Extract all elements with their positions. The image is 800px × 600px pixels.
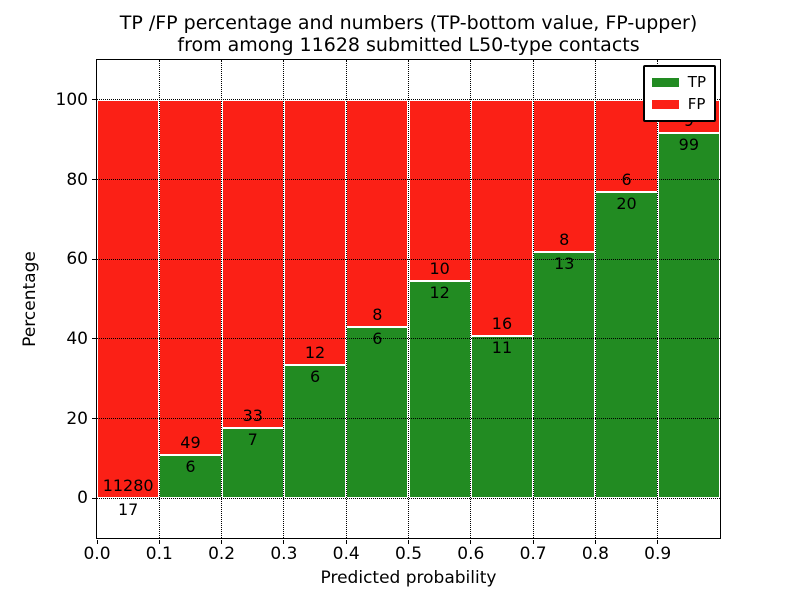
tp-count-label: 20 [616, 193, 637, 213]
tp-legend-label: TP [687, 72, 706, 91]
y-gridline [97, 179, 720, 180]
fp-count-label: 16 [491, 313, 513, 333]
tp-count-label: 6 [185, 456, 196, 476]
fp-count-label: 12 [304, 343, 326, 363]
y-tick-label: 20 [66, 408, 88, 429]
fp-bar-segment [283, 99, 347, 366]
y-gridline [97, 258, 720, 260]
fp-count-label: 6 [621, 169, 632, 189]
tp-count-label: 17 [117, 499, 139, 519]
tp-count-label: 12 [429, 282, 450, 302]
x-tick-mark [657, 540, 659, 544]
x-tick-mark [283, 540, 285, 544]
x-tick-mark [96, 540, 98, 544]
fp-legend-swatch [651, 99, 679, 109]
x-tick-label: 0.6 [457, 544, 485, 564]
y-gridline [97, 99, 720, 101]
y-tick-mark [92, 258, 96, 260]
x-tick-label: 0.8 [581, 544, 609, 564]
fp-count-label: 33 [242, 406, 263, 426]
x-tick-mark [470, 540, 472, 544]
tp-count-label: 13 [554, 253, 575, 273]
chart-title: TP /FP percentage and numbers (TP-bottom… [97, 12, 720, 56]
y-tick-mark [92, 338, 96, 340]
y-tick-label: 60 [66, 249, 88, 270]
x-gridline [345, 60, 347, 538]
x-tick-mark [408, 540, 409, 544]
x-tick-label: 0.4 [332, 544, 360, 564]
x-tick-mark [221, 540, 223, 544]
x-tick-label: 0.5 [394, 544, 423, 564]
tp-count-label: 7 [247, 430, 258, 450]
tp-bar-segment [595, 191, 658, 499]
x-tick-mark [345, 540, 347, 544]
bars-layer [97, 60, 720, 538]
fp-bar-segment [470, 99, 534, 336]
tp-legend-swatch [651, 77, 679, 87]
tp-bar-segment [346, 327, 409, 499]
x-tick-label: 0.3 [270, 544, 298, 564]
y-gridline [97, 497, 720, 499]
x-tick-label: 0.7 [519, 544, 547, 564]
tp-bar-segment [470, 335, 534, 499]
y-tick-label: 40 [66, 328, 88, 349]
y-tick-mark [92, 418, 96, 419]
x-gridline [158, 60, 160, 538]
tp-count-label: 6 [309, 367, 321, 387]
fp-bar-segment [221, 99, 284, 429]
grid-layer [97, 60, 720, 538]
x-gridline [657, 60, 659, 538]
tp-count-label: 11 [491, 337, 513, 357]
fp-bar-segment [159, 99, 222, 455]
x-gridline [408, 60, 409, 538]
y-tick-mark [92, 497, 96, 499]
fp-count-label: 10 [429, 258, 450, 278]
x-gridline [283, 60, 285, 538]
tp-bar-segment [159, 454, 222, 499]
y-gridline [97, 338, 720, 340]
fp-count-label: 8 [559, 229, 570, 249]
chart-title-line-2: from among 11628 submitted L50-type cont… [177, 34, 640, 56]
y-tick-label: 80 [66, 169, 88, 190]
x-tick-mark [532, 540, 534, 544]
y-tick-mark [92, 179, 96, 180]
bar-count-labels-layer: 11280174963371268610121611813620999 [97, 60, 720, 538]
x-gridline [221, 60, 223, 538]
fp-legend-label: FP [687, 94, 706, 113]
tp-bar-segment [283, 365, 347, 499]
y-tick-label: 0 [77, 488, 88, 509]
tp-count-label: 99 [678, 135, 700, 155]
chart-title-line-1: TP /FP percentage and numbers (TP-bottom… [119, 12, 698, 34]
x-tick-label: 0.2 [208, 544, 236, 564]
y-tick-mark [92, 99, 96, 101]
x-tick-label: 0.9 [644, 544, 672, 564]
fp-count-label: 49 [180, 432, 201, 452]
x-tick-label: 0.0 [83, 544, 111, 564]
fp-bar-segment [97, 99, 160, 498]
tp-bar-segment [221, 428, 284, 499]
x-gridline [470, 60, 472, 538]
tp-count-label: 6 [372, 329, 383, 349]
fp-count-label: 11280 [102, 475, 154, 495]
fp-bar-segment [408, 99, 471, 281]
plot-area: 11280174963371268610121611813620999 TP F… [96, 59, 721, 539]
tp-bar-segment [408, 280, 471, 499]
legend-entry-fp: FP [651, 93, 706, 115]
fp-bar-segment [346, 99, 409, 328]
x-tick-mark [158, 540, 160, 544]
legend-entry-tp: TP [651, 71, 706, 93]
tp-bar-segment [657, 133, 720, 499]
x-axis-title: Predicted probability [320, 568, 497, 588]
y-gridline [97, 418, 720, 419]
x-gridline [532, 60, 534, 538]
x-gridline [594, 60, 596, 538]
fp-bar-segment [533, 99, 596, 252]
legend: TP FP [642, 65, 716, 122]
y-tick-label: 100 [55, 89, 88, 110]
fp-count-label: 8 [372, 305, 383, 325]
tp-bar-segment [533, 251, 596, 499]
x-tick-mark [594, 540, 596, 544]
x-tick-label: 0.1 [145, 544, 173, 564]
